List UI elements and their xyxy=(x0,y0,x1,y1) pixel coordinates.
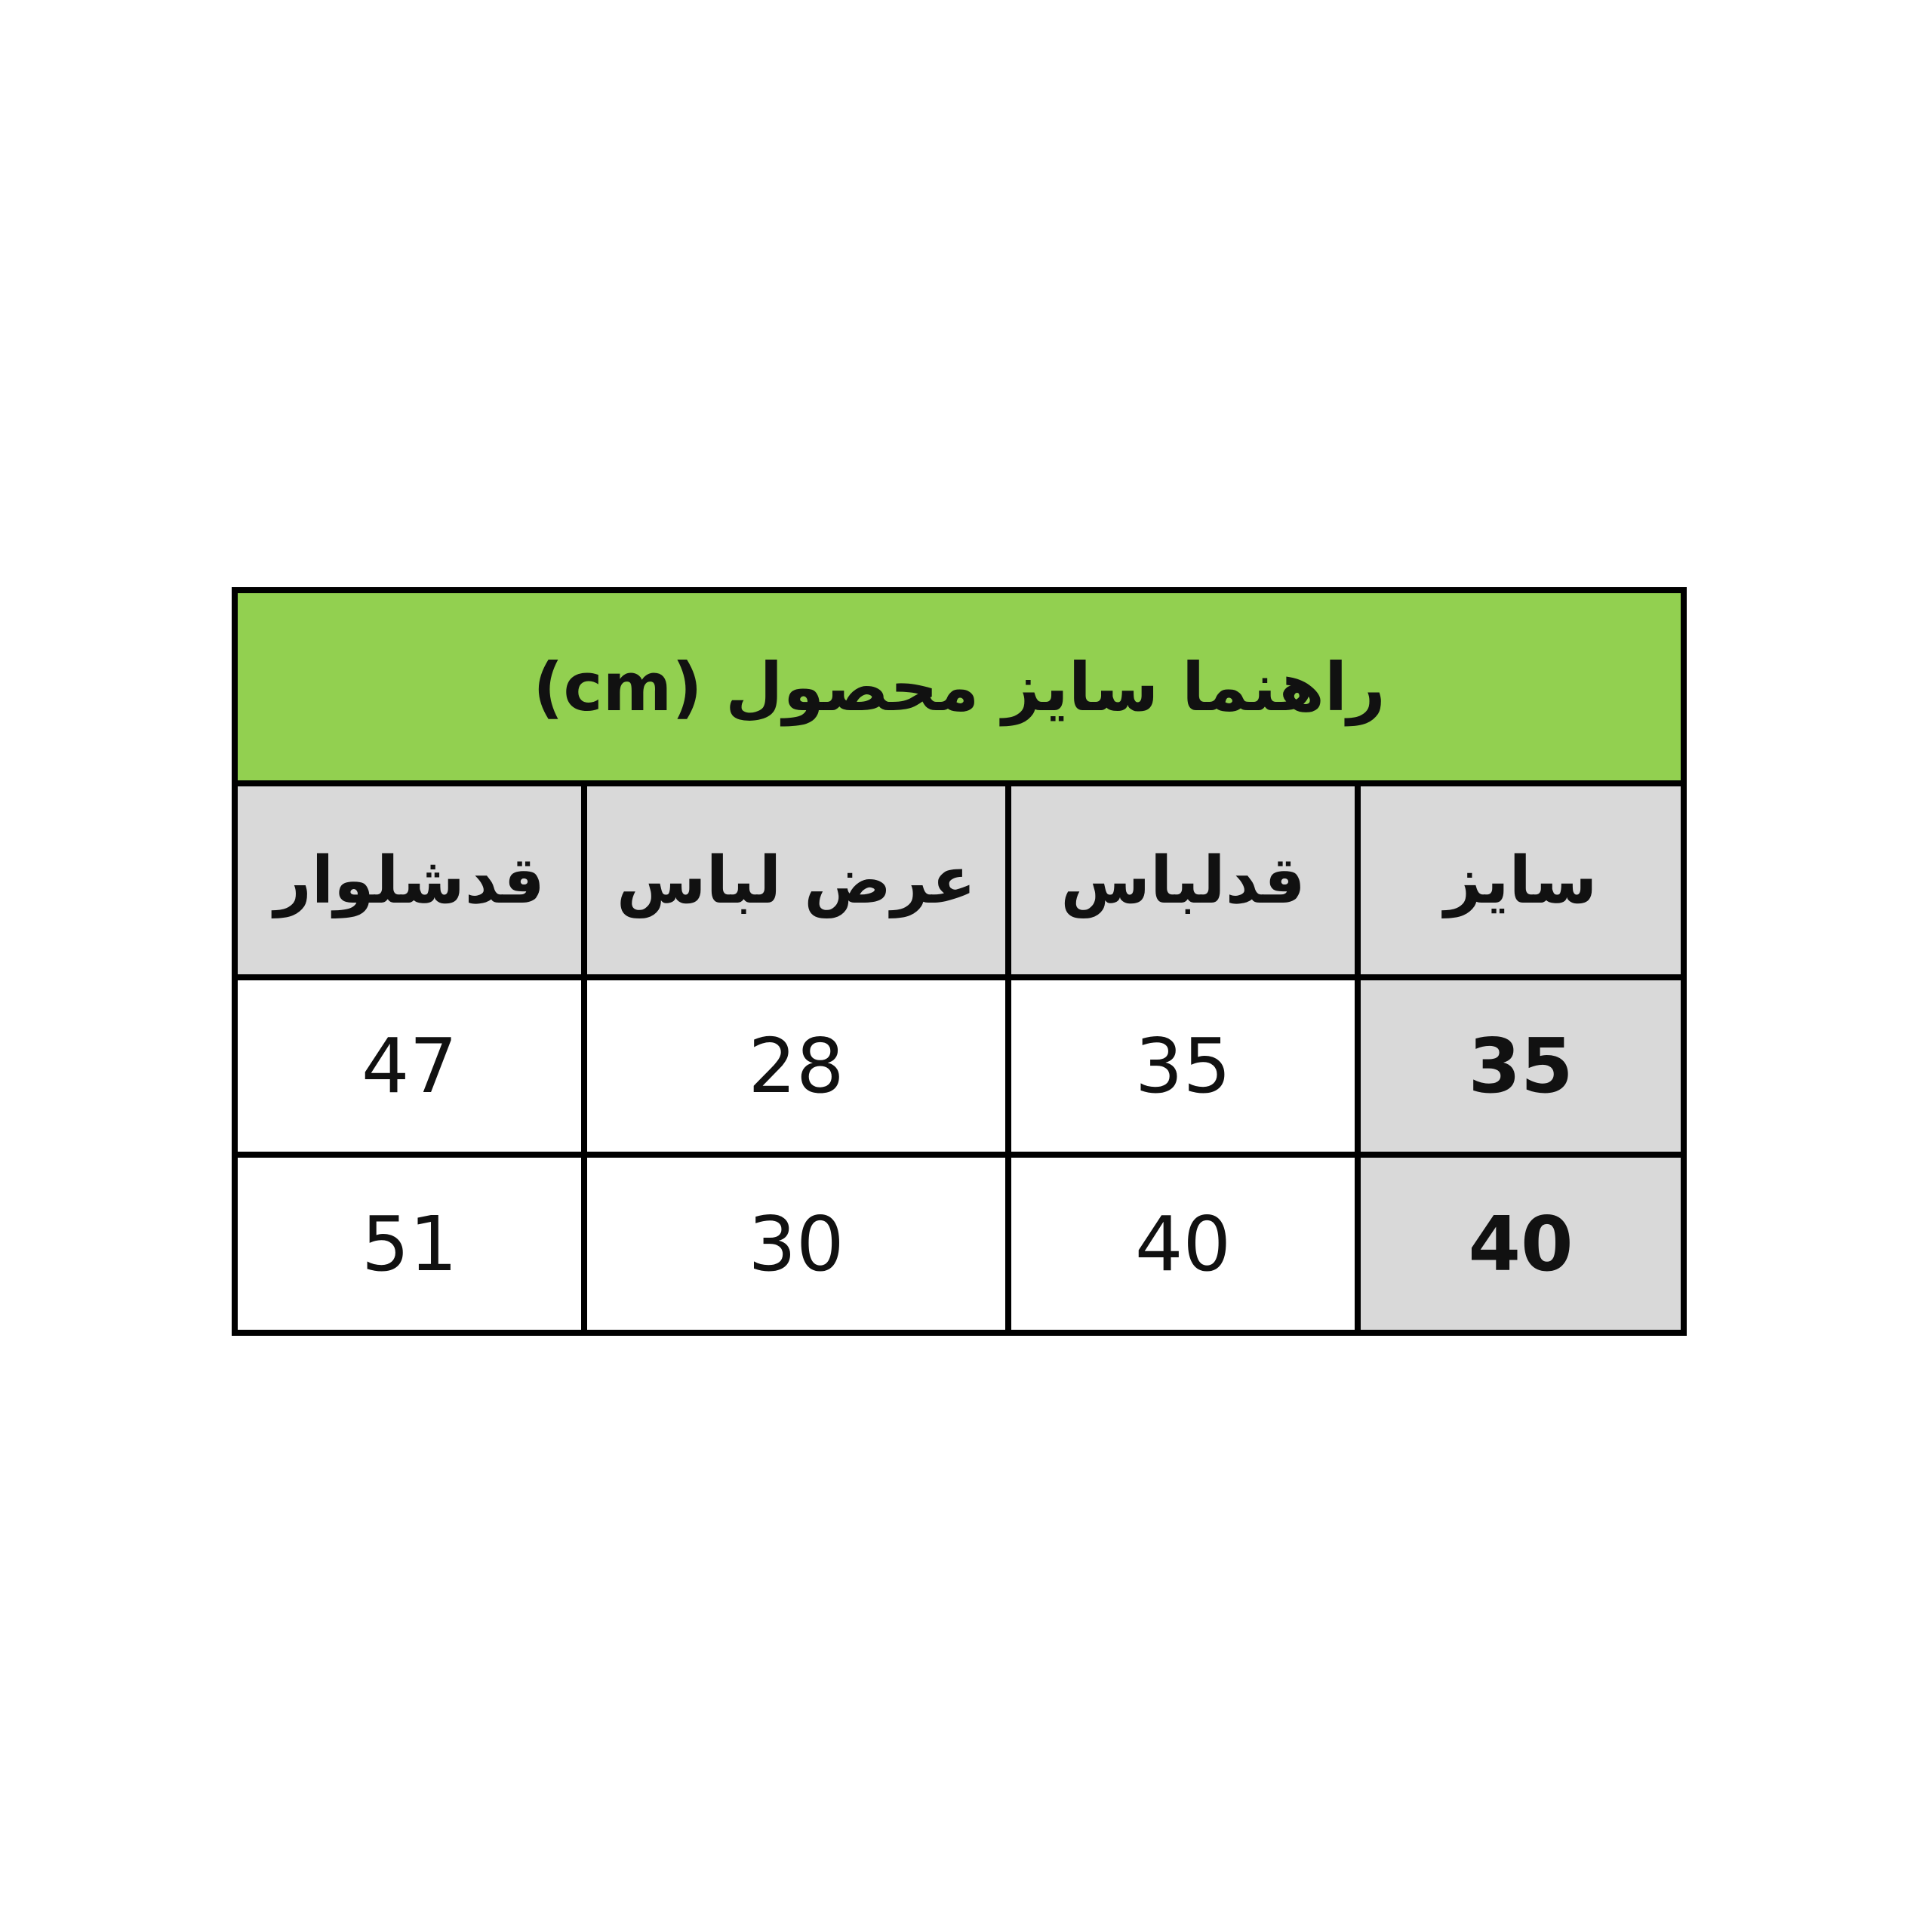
size-guide-table: راهنما سایز محصول (cm) سایز قدلباس عرض ل… xyxy=(231,586,1687,1336)
table-title-row: راهنما سایز محصول (cm) xyxy=(231,586,1687,787)
cell-garment-width-row2: 30 xyxy=(581,1152,1012,1336)
cell-size-35: 35 xyxy=(1355,974,1687,1158)
table-title: راهنما سایز محصول (cm) xyxy=(231,586,1687,787)
column-header-pants-length: قدشلوار xyxy=(231,780,588,981)
cell-garment-length-row2: 40 xyxy=(1005,1152,1361,1336)
cell-pants-length-row2: 51 xyxy=(231,1152,588,1336)
table-row: 40 40 30 51 xyxy=(231,1152,1687,1336)
table-row: 35 35 28 47 xyxy=(231,974,1687,1158)
cell-garment-width-row1: 28 xyxy=(581,974,1012,1158)
cell-size-40: 40 xyxy=(1355,1152,1687,1336)
cell-garment-length-row1: 35 xyxy=(1005,974,1361,1158)
table-header-row: سایز قدلباس عرض لباس قدشلوار xyxy=(231,780,1687,981)
column-header-garment-length: قدلباس xyxy=(1005,780,1361,981)
cell-pants-length-row1: 47 xyxy=(231,974,588,1158)
column-header-garment-width: عرض لباس xyxy=(581,780,1012,981)
column-header-size: سایز xyxy=(1355,780,1687,981)
